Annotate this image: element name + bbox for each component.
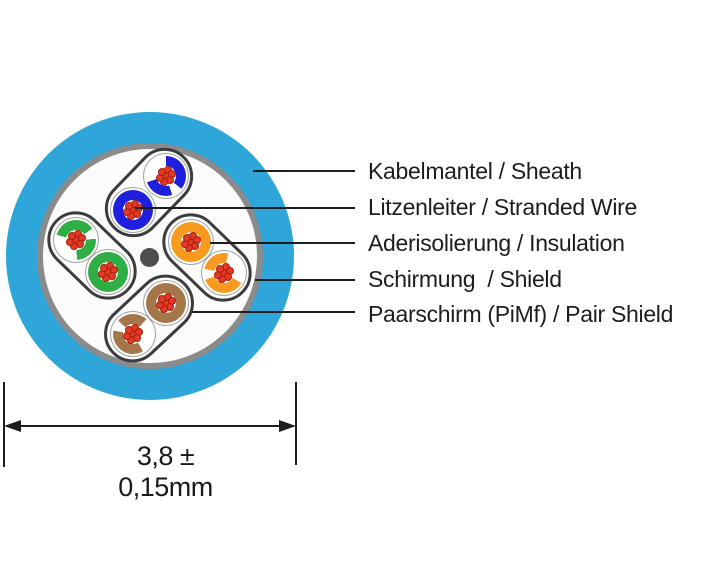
label-sheath: Kabelmantel / Sheath xyxy=(368,158,582,184)
stranded-conductor xyxy=(181,232,201,252)
strand-dot xyxy=(102,273,111,282)
strand-dot xyxy=(215,264,224,273)
stranded-conductor xyxy=(123,200,143,220)
strand-dot xyxy=(124,201,133,210)
wire-orange-solid xyxy=(169,220,213,264)
dimension-arrow-right-icon xyxy=(279,420,296,432)
wire-core xyxy=(156,166,176,186)
wire-brown-solid xyxy=(144,281,188,325)
dimension-arrow-left-icon xyxy=(4,420,21,432)
wire-core xyxy=(123,324,143,344)
wire-core xyxy=(98,262,118,282)
leader-line-pair-shield xyxy=(192,311,355,313)
strand-dot xyxy=(67,231,76,240)
wire-core xyxy=(156,293,176,313)
strand-dot xyxy=(160,177,169,186)
strand-dot xyxy=(127,335,136,344)
center-filler xyxy=(140,248,159,267)
strand-dot xyxy=(157,294,166,303)
stranded-conductor xyxy=(123,324,143,344)
strand-dot xyxy=(124,325,133,334)
stranded-conductor xyxy=(156,166,176,186)
wire-blue-solid xyxy=(111,188,155,232)
wire-green-striped xyxy=(54,218,98,262)
strand-dot xyxy=(70,241,79,250)
leader-line-sheath xyxy=(253,170,355,172)
dimension-extension-right xyxy=(295,382,297,465)
dimension-line xyxy=(8,425,292,427)
strand-dot xyxy=(218,274,227,283)
stranded-conductor xyxy=(214,263,234,283)
label-pair-shield: Paarschirm (PiMf) / Pair Shield xyxy=(368,301,674,327)
strand-dot xyxy=(127,211,136,220)
label-stranded-wire: Litzenleiter / Stranded Wire xyxy=(368,194,638,220)
strand-dot xyxy=(182,233,191,242)
strand-dot xyxy=(185,243,194,252)
wire-core xyxy=(181,232,201,252)
strand-dot xyxy=(157,167,166,176)
stranded-conductor xyxy=(156,293,176,313)
wire-core xyxy=(66,230,86,250)
wire-blue-striped xyxy=(144,154,188,198)
wire-core xyxy=(123,200,143,220)
wire-core xyxy=(214,263,234,283)
dimension-value: 3,8 ± 0,15mm xyxy=(118,441,213,502)
stranded-conductor xyxy=(66,230,86,250)
leader-line-shield xyxy=(255,279,355,281)
strand-dot xyxy=(99,263,108,272)
wire-brown-striped xyxy=(111,312,155,356)
wire-green-solid xyxy=(86,250,130,294)
leader-line-stranded-wire xyxy=(135,207,355,209)
leader-line-insulation xyxy=(210,242,355,244)
label-insulation: Aderisolierung / Insulation xyxy=(368,230,625,256)
wire-orange-striped xyxy=(202,251,246,295)
strand-dot xyxy=(160,304,169,313)
label-shield: Schirmung / Shield xyxy=(368,266,562,292)
stranded-conductor xyxy=(98,262,118,282)
